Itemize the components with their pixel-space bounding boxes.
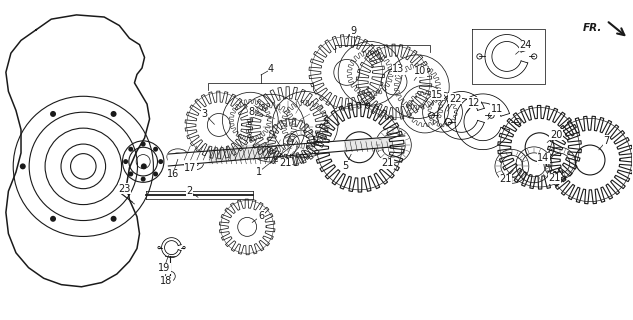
Circle shape [153,172,158,176]
Text: 7: 7 [603,136,610,146]
Circle shape [128,147,134,152]
Text: 21: 21 [549,173,561,183]
Text: 3: 3 [201,109,208,119]
Circle shape [50,111,56,117]
Circle shape [123,159,128,164]
Text: 19: 19 [158,263,170,273]
Text: 9: 9 [351,26,357,36]
Circle shape [50,216,56,222]
Circle shape [111,216,116,222]
Polygon shape [345,138,392,152]
Text: 15: 15 [431,90,444,100]
Text: 18: 18 [160,276,173,286]
Text: 13: 13 [392,64,404,74]
Text: 20: 20 [550,130,562,140]
Text: 5: 5 [342,161,349,171]
Text: 12: 12 [468,98,480,108]
Polygon shape [168,136,404,166]
Text: 21: 21 [499,174,511,184]
Circle shape [111,111,116,117]
Text: 2: 2 [186,186,192,196]
Circle shape [158,159,163,164]
Text: FR.: FR. [583,23,603,33]
Text: 24: 24 [520,40,532,50]
Circle shape [141,164,147,169]
Polygon shape [210,143,272,164]
Circle shape [141,141,146,147]
Circle shape [153,147,158,152]
Circle shape [128,172,134,176]
Text: 22: 22 [449,94,461,104]
Circle shape [20,164,26,169]
Text: 16: 16 [166,169,179,179]
Text: 23: 23 [118,184,130,194]
Text: 1: 1 [256,167,261,177]
Text: 6: 6 [258,211,264,221]
Text: 21: 21 [279,158,291,168]
Text: 14: 14 [537,153,549,164]
Text: 10: 10 [415,67,427,76]
Text: 21: 21 [381,158,393,168]
Circle shape [141,177,146,182]
Text: 4: 4 [268,64,274,74]
Text: 8: 8 [249,107,254,116]
Text: 11: 11 [491,104,503,114]
Text: 17: 17 [184,163,197,173]
